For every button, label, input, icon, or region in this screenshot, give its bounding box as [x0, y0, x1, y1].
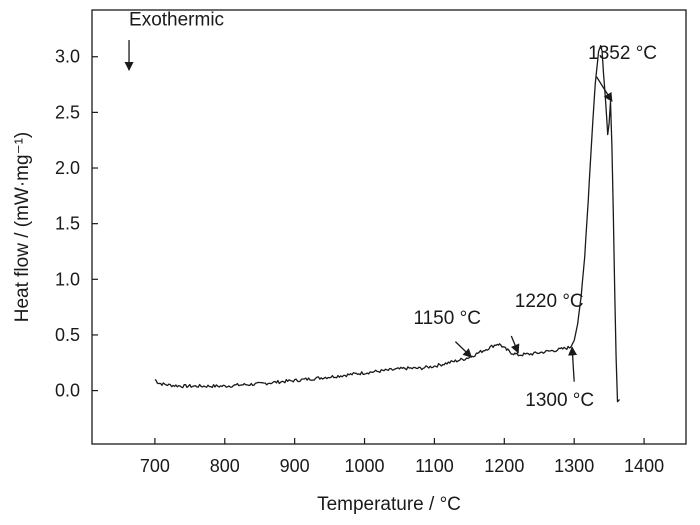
y-tick-label: 2.0 — [55, 158, 80, 178]
series-group — [154, 44, 621, 403]
y-tick-label: 1.0 — [55, 269, 80, 289]
x-tick-label: 1000 — [345, 456, 385, 476]
annotation-label: 1220 °C — [515, 291, 584, 312]
y-tick-label: 1.5 — [55, 214, 80, 234]
annotation-label: 1150 °C — [413, 308, 480, 329]
annotation-arrow — [596, 76, 613, 103]
annotation-arrow — [568, 346, 578, 382]
y-tick-label: 2.5 — [55, 102, 80, 122]
y-tick-label: 3.0 — [55, 47, 80, 67]
y-tick-label: 0.0 — [55, 381, 80, 401]
x-tick-label: 1400 — [624, 456, 664, 476]
plot-frame-group — [91, 9, 687, 445]
annotations-group: Exothermic 1352 °C 1150 °C 1220 °C 1300 °C — [124, 10, 657, 411]
annotation-label: Exothermic — [129, 10, 224, 31]
x-tick-label: 700 — [140, 456, 170, 476]
x-tick-label: 1300 — [554, 456, 594, 476]
annotation-arrow — [454, 341, 473, 358]
annotation-label: 1352 °C — [588, 43, 657, 64]
x-tick-label: 1200 — [484, 456, 524, 476]
ticks-group: 700 800 900 1000 1100 1200 1300 1400 0.0 0.5 1.0 1.… — [55, 47, 664, 476]
y-axis-label: Heat flow / (mW·mg⁻¹) — [12, 132, 33, 323]
x-tick-label: 800 — [210, 456, 240, 476]
y-tick-label: 0.5 — [55, 325, 80, 345]
heat-flow-line — [154, 44, 621, 403]
plot-frame — [91, 9, 687, 445]
annotation-label: 1300 °C — [525, 390, 594, 411]
annotation-arrow — [510, 335, 520, 354]
x-axis-label: Temperature / °C — [317, 494, 461, 515]
x-tick-label: 900 — [280, 456, 310, 476]
x-tick-label: 1100 — [415, 456, 454, 476]
